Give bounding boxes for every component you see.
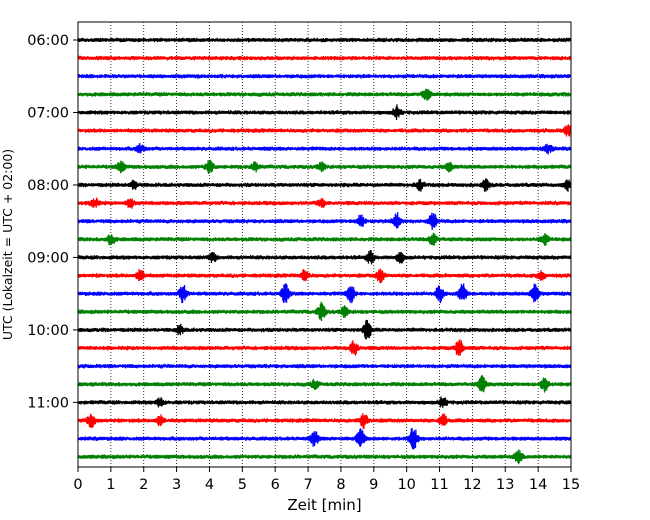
vertical-grid-lines (110, 22, 539, 467)
trace-0945 (77, 301, 572, 321)
x-tick-label: 3 (172, 477, 181, 493)
trace-0645 (77, 88, 572, 101)
x-tick-label: 0 (73, 477, 82, 493)
trace-1045 (77, 374, 572, 393)
y-tick-label: 06:00 (27, 33, 69, 49)
x-tick-label: 14 (529, 477, 547, 493)
plot-frame (77, 21, 572, 468)
x-tick-label: 10 (397, 477, 415, 493)
x-tick-label: 13 (496, 477, 514, 493)
trace-0815 (77, 197, 572, 209)
y-tick-label: 09:00 (27, 250, 69, 266)
x-axis: 0 1 2 3 4 5 6 7 8 9 10 11 12 13 14 15 (73, 467, 580, 493)
x-tick-label: 8 (336, 477, 345, 493)
trace-1130 (77, 428, 572, 450)
trace-0600 (77, 37, 572, 43)
x-tick-label: 6 (271, 477, 280, 493)
trace-0800 (77, 178, 572, 192)
x-tick-label: 9 (369, 477, 378, 493)
x-tick-label: 12 (463, 477, 481, 493)
trace-0900 (77, 249, 572, 265)
trace-1030 (77, 363, 572, 369)
trace-0830 (77, 211, 572, 231)
x-tick-label: 2 (139, 477, 148, 493)
seismic-traces (77, 37, 572, 465)
x-tick-label: 5 (238, 477, 247, 493)
x-tick-label: 15 (562, 477, 580, 493)
trace-0930 (77, 283, 572, 304)
trace-1145 (77, 449, 572, 465)
y-axis-label: UTC (Lokalzeit = UTC + 02:00) (0, 149, 15, 340)
trace-0845 (77, 232, 572, 246)
trace-0630 (77, 73, 572, 79)
y-tick-label: 08:00 (27, 178, 69, 194)
trace-1015 (77, 339, 572, 357)
y-tick-label: 07:00 (27, 105, 69, 121)
trace-0745 (77, 159, 572, 175)
y-tick-label: 11:00 (27, 395, 69, 411)
trace-0700 (77, 104, 572, 121)
trace-0915 (77, 268, 572, 284)
trace-1100 (77, 396, 572, 408)
x-tick-label: 4 (205, 477, 214, 493)
x-tick-label: 11 (430, 477, 448, 493)
x-tick-label: 7 (303, 477, 312, 493)
x-tick-label: 1 (106, 477, 115, 493)
trace-1115 (77, 413, 572, 429)
x-axis-label: Zeit [min] (287, 496, 361, 514)
trace-1000 (77, 319, 572, 340)
trace-0730 (77, 143, 572, 155)
y-axis: 06:00 07:00 08:00 09:00 10:00 11:00 (27, 33, 78, 411)
trace-0615 (77, 55, 572, 61)
trace-0715 (77, 124, 572, 137)
y-tick-label: 10:00 (27, 323, 69, 339)
